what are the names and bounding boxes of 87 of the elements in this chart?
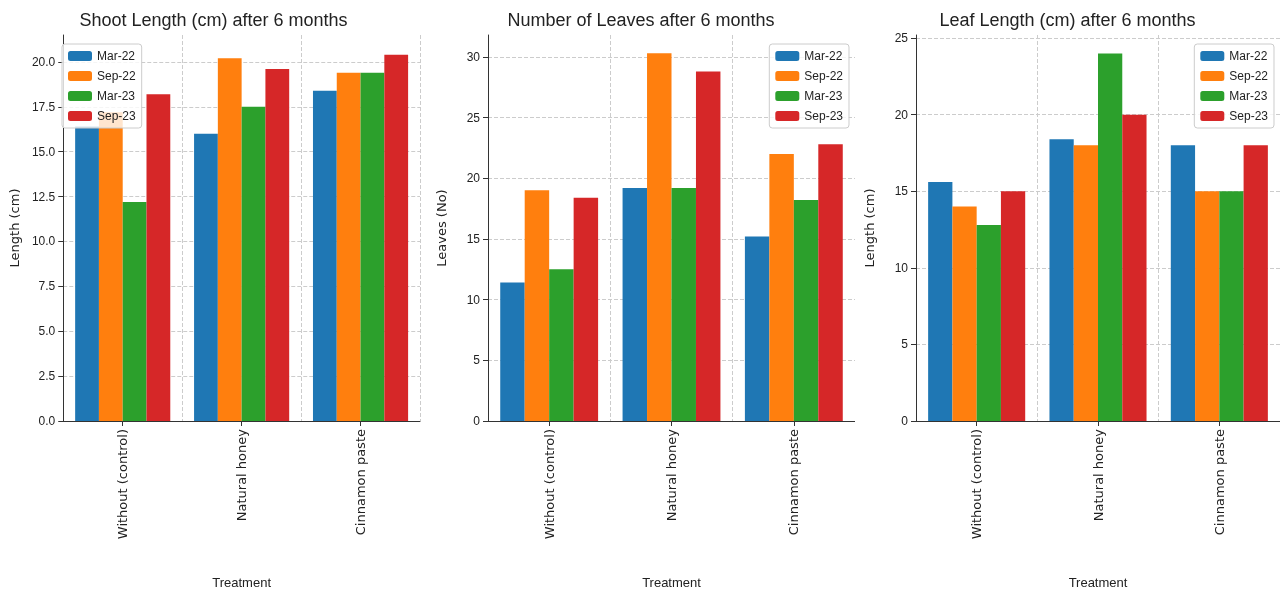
bar <box>1122 114 1147 421</box>
bar <box>265 69 290 421</box>
y-tick-label: 25 <box>466 110 481 125</box>
legend-label: Mar-23 <box>97 89 136 103</box>
y-tick-label: 5 <box>473 353 481 368</box>
bar <box>744 236 770 421</box>
bar <box>1073 145 1098 421</box>
bar <box>146 94 171 421</box>
x-axis-title: Treatment <box>1068 575 1128 590</box>
chart-title: Shoot Length (cm) after 6 months <box>79 10 348 30</box>
x-tick-label: Cinnamon paste <box>353 429 369 536</box>
bar <box>194 133 218 421</box>
bar <box>573 197 599 421</box>
bar <box>1219 191 1244 421</box>
legend-label: Mar-22 <box>97 49 136 63</box>
bar <box>695 71 721 421</box>
bar <box>647 53 672 421</box>
x-tick-label: Without (control) <box>541 429 557 540</box>
y-tick-label: 10 <box>466 292 481 307</box>
y-tick-label: 20 <box>894 107 909 122</box>
y-tick-label: 12.5 <box>31 189 56 204</box>
y-tick-label: 0 <box>901 414 909 428</box>
y-axis-title: Leaves (No) <box>434 189 449 267</box>
y-axis-title: Length (cm) <box>7 188 22 268</box>
x-tick-label: Without (control) <box>115 429 131 540</box>
y-tick-label: 10.0 <box>31 234 56 249</box>
y-tick-label: 20.0 <box>31 54 56 69</box>
legend-label: Sep-23 <box>804 109 844 123</box>
x-axis-title: Treatment <box>212 575 272 590</box>
bar <box>360 72 385 421</box>
x-tick-label: Without (control) <box>969 429 985 540</box>
bar <box>1170 145 1196 421</box>
bar <box>122 201 147 421</box>
y-tick-label: 15 <box>894 184 909 199</box>
bar <box>524 190 550 421</box>
bar <box>952 206 977 421</box>
y-tick-label: 7.5 <box>38 279 56 294</box>
y-tick-label: 2.5 <box>38 369 56 384</box>
y-tick-label: 20 <box>466 171 481 186</box>
legend-label: Sep-22 <box>97 69 137 83</box>
x-tick-label: Natural honey <box>1090 428 1106 522</box>
bar <box>976 224 1001 421</box>
bar <box>622 187 648 421</box>
bar <box>928 182 953 421</box>
bar <box>241 106 266 421</box>
chart-title: Number of Leaves after 6 months <box>507 10 775 30</box>
y-tick-label: 5 <box>901 337 909 352</box>
bar <box>793 200 819 421</box>
x-tick-label: Cinnamon paste <box>1211 429 1227 536</box>
legend-label: Mar-22 <box>804 49 843 63</box>
legend-label: Sep-23 <box>1229 109 1269 123</box>
y-tick-label: 30 <box>466 49 481 64</box>
bar <box>312 90 337 421</box>
bar <box>1098 53 1123 421</box>
bar <box>769 153 794 421</box>
bar <box>1049 139 1074 421</box>
x-axis-title: Treatment <box>642 575 702 590</box>
legend-label: Mar-22 <box>1229 49 1268 63</box>
y-tick-label: 25 <box>894 31 909 46</box>
y-tick-label: 0 <box>473 414 481 428</box>
y-tick-label: 5.0 <box>38 324 56 339</box>
bar <box>336 72 361 421</box>
bar <box>384 54 409 421</box>
legend-label: Mar-23 <box>804 89 843 103</box>
y-tick-label: 0.0 <box>38 414 56 428</box>
bar <box>1195 191 1220 421</box>
legend-label: Sep-22 <box>1229 69 1269 83</box>
bar <box>818 144 843 421</box>
x-tick-label: Natural honey <box>664 428 679 522</box>
y-tick-label: 15.0 <box>31 144 56 159</box>
y-tick-label: 10 <box>894 260 909 275</box>
bar <box>549 269 574 421</box>
y-tick-label: 15 <box>466 231 481 246</box>
y-tick-label: 17.5 <box>31 99 56 114</box>
chart-title: Leaf Length (cm) after 6 months <box>939 10 1196 30</box>
bar <box>217 58 242 421</box>
x-tick-label: Natural honey <box>234 428 250 522</box>
bar <box>671 187 696 421</box>
x-tick-label: Cinnamon paste <box>786 429 802 536</box>
legend-label: Mar-23 <box>1229 89 1268 103</box>
legend-label: Sep-23 <box>97 109 137 123</box>
bar <box>1000 191 1026 421</box>
bar <box>75 126 99 421</box>
legend-label: Sep-22 <box>804 69 844 83</box>
bar <box>1243 145 1268 421</box>
y-axis-title: Length (cm) <box>862 188 877 268</box>
bar <box>500 282 525 421</box>
